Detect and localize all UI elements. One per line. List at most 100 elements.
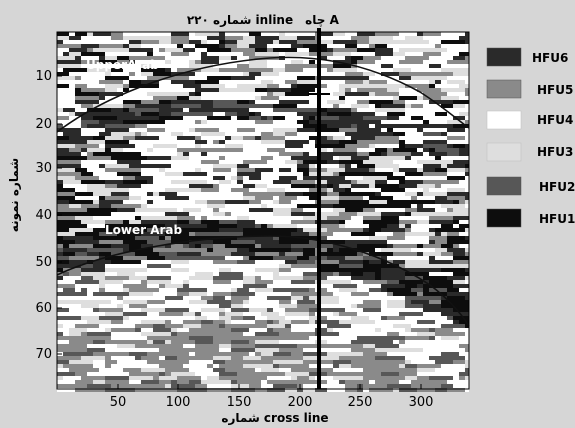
hfu-cell bbox=[255, 260, 273, 264]
hfu-cell bbox=[363, 240, 387, 244]
hfu-cell bbox=[111, 236, 135, 240]
hfu-cell bbox=[459, 344, 469, 348]
hfu-cell bbox=[135, 88, 153, 92]
hfu-cell bbox=[387, 304, 405, 308]
hfu-cell bbox=[321, 380, 327, 384]
hfu-cell bbox=[99, 324, 117, 328]
hfu-cell bbox=[93, 36, 111, 40]
hfu-cell bbox=[219, 32, 225, 36]
hfu-cell bbox=[279, 72, 285, 76]
hfu-cell bbox=[123, 108, 129, 112]
hfu-cell bbox=[381, 276, 405, 280]
hfu-cell bbox=[75, 380, 93, 384]
hfu-cell bbox=[201, 220, 219, 224]
hfu-cell bbox=[375, 96, 381, 100]
hfu-cell bbox=[123, 36, 147, 40]
hfu-cell bbox=[375, 180, 387, 184]
hfu-cell bbox=[255, 268, 279, 272]
hfu-cell bbox=[447, 112, 459, 116]
hfu-cell bbox=[453, 328, 469, 332]
hfu-cell bbox=[453, 72, 465, 76]
hfu-cell bbox=[81, 68, 87, 72]
hfu-cell bbox=[255, 280, 273, 284]
hfu-cell bbox=[105, 388, 111, 392]
hfu-cell bbox=[339, 364, 351, 368]
legend-label-hfu6: HFU6 bbox=[532, 51, 568, 65]
hfu-cell bbox=[171, 228, 177, 232]
hfu-cell bbox=[57, 116, 69, 120]
hfu-cell bbox=[249, 180, 261, 184]
hfu-cell bbox=[117, 228, 141, 232]
hfu-cell bbox=[453, 216, 469, 220]
hfu-cell bbox=[267, 232, 279, 236]
hfu-cell bbox=[243, 60, 249, 64]
hfu-cell bbox=[141, 72, 153, 76]
hfu-cell bbox=[69, 244, 93, 248]
hfu-cell bbox=[399, 136, 423, 140]
hfu-cell bbox=[99, 196, 105, 200]
hfu-cell bbox=[369, 96, 375, 100]
hfu-cell bbox=[255, 152, 279, 156]
hfu-cell bbox=[195, 168, 201, 172]
hfu-cell bbox=[435, 44, 441, 48]
hfu-cell bbox=[363, 228, 369, 232]
hfu-cell bbox=[201, 84, 225, 88]
hfu-cell bbox=[189, 276, 213, 280]
hfu-cell bbox=[87, 328, 105, 332]
hfu-cell bbox=[333, 52, 351, 56]
hfu-cell bbox=[213, 40, 219, 44]
hfu-cell bbox=[165, 48, 183, 52]
hfu-cell bbox=[279, 196, 297, 200]
hfu-cell bbox=[351, 316, 369, 320]
hfu-cell bbox=[333, 148, 357, 152]
hfu-cell bbox=[291, 364, 309, 368]
hfu-cell bbox=[81, 116, 93, 120]
hfu-cell bbox=[57, 204, 69, 208]
hfu-cell bbox=[285, 276, 303, 280]
hfu-cell bbox=[453, 308, 469, 312]
hfu-cell bbox=[423, 356, 429, 360]
hfu-cell bbox=[423, 44, 435, 48]
hfu-cell bbox=[285, 124, 303, 128]
hfu-cell bbox=[465, 200, 469, 204]
hfu-cell bbox=[63, 272, 69, 276]
hfu-cell bbox=[429, 196, 435, 200]
hfu-cell bbox=[357, 60, 375, 64]
hfu-cell bbox=[465, 204, 469, 208]
hfu-cell bbox=[291, 368, 309, 372]
hfu-cell bbox=[447, 60, 465, 64]
hfu-cell bbox=[261, 140, 285, 144]
hfu-cell bbox=[381, 216, 399, 220]
hfu-cell bbox=[399, 108, 405, 112]
hfu-cell bbox=[423, 140, 447, 144]
hfu-cell bbox=[333, 232, 351, 236]
hfu-cell bbox=[447, 172, 465, 176]
hfu-cell bbox=[207, 104, 213, 108]
hfu-cell bbox=[429, 64, 441, 68]
hfu-cell bbox=[93, 116, 99, 120]
hfu-cell bbox=[369, 292, 375, 296]
hfu-cell bbox=[417, 168, 423, 172]
hfu-cell bbox=[255, 184, 267, 188]
hfu-cell bbox=[399, 168, 417, 172]
hfu-cell bbox=[327, 276, 351, 280]
hfu-cell bbox=[135, 216, 141, 220]
x-tick-label: 200 bbox=[288, 395, 313, 410]
hfu-cell bbox=[237, 164, 249, 168]
hfu-cell bbox=[81, 172, 93, 176]
hfu-cell bbox=[315, 368, 333, 372]
hfu-cell bbox=[225, 296, 231, 300]
hfu-cell bbox=[225, 312, 243, 316]
hfu-cell bbox=[159, 372, 165, 376]
hfu-cell bbox=[57, 52, 63, 56]
hfu-cell bbox=[129, 380, 141, 384]
hfu-cell bbox=[141, 196, 165, 200]
hfu-cell bbox=[411, 360, 435, 364]
hfu-cell bbox=[333, 308, 345, 312]
hfu-cell bbox=[273, 132, 285, 136]
hfu-cell bbox=[333, 188, 345, 192]
hfu-cell bbox=[303, 116, 309, 120]
hfu-cell bbox=[297, 388, 303, 392]
hfu-cell bbox=[291, 232, 309, 236]
hfu-cell bbox=[279, 84, 291, 88]
